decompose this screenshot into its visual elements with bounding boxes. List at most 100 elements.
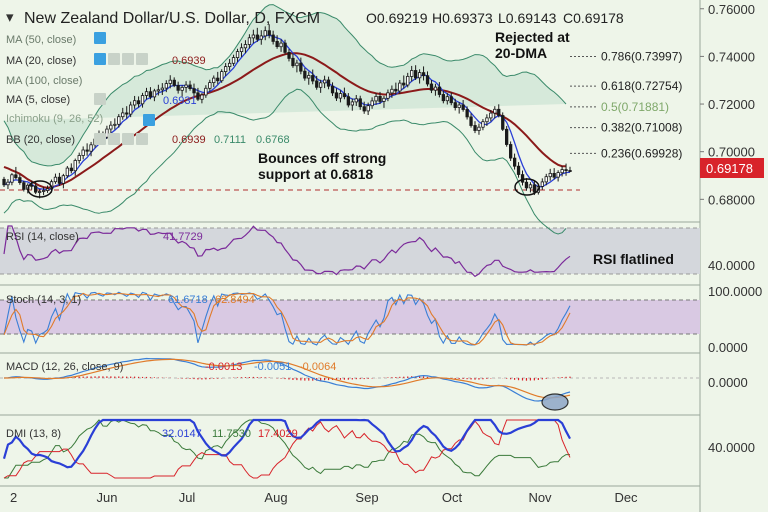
candle-body: [113, 123, 117, 126]
settings-icon[interactable]: [108, 53, 120, 65]
legend-ma5: MA (5, close): [6, 94, 70, 106]
candle-body: [267, 30, 271, 36]
candle-body: [45, 188, 50, 191]
ohlc-close: C0.69178: [563, 10, 624, 26]
candle-body: [14, 174, 18, 179]
candle-body: [255, 34, 260, 40]
price-tick-label: 0.76000: [708, 2, 755, 17]
legend-ma20: MA (20, close): [6, 55, 76, 67]
annotation-rejected: Rejected at 20-DMA: [495, 29, 570, 61]
legend-ma5-value: 0.6931: [163, 95, 197, 107]
subpane-tick-label: 0.0000: [708, 340, 748, 355]
candle-body: [172, 79, 176, 86]
candle-body: [374, 96, 378, 102]
candle-body: [176, 85, 180, 91]
bollinger-fill: [4, 4, 566, 166]
settings-icon[interactable]: [108, 133, 120, 145]
macd-cross-marker: [541, 393, 569, 411]
candle-body: [275, 41, 279, 48]
subpane-tick-label: 100.0000: [708, 284, 762, 299]
candle-body: [156, 89, 161, 92]
candle-body: [77, 155, 81, 161]
candle-body: [69, 167, 73, 172]
candle-body: [322, 79, 327, 84]
collapse-arrow-icon[interactable]: ▾: [6, 9, 14, 26]
current-price-badge: [700, 158, 764, 178]
candle-body: [81, 149, 85, 156]
candle-body: [311, 75, 315, 82]
candle-body: [378, 96, 382, 102]
candle-body: [508, 144, 513, 159]
time-tick-label: Oct: [442, 490, 463, 505]
close-icon[interactable]: [136, 133, 148, 145]
stoch-d-line: [3, 292, 571, 346]
candle-body: [406, 76, 410, 86]
candle-body: [73, 160, 77, 172]
price-axis: 0.76000 0.74000 0.72000 0.70000 0.68000 40.00…: [700, 2, 762, 455]
legend-dmi-pdi: 11.7530: [212, 428, 251, 440]
candle-body: [410, 70, 414, 77]
stoch-band: [0, 300, 700, 334]
candle-body: [231, 57, 236, 64]
candle-body: [121, 112, 125, 118]
eye-icon[interactable]: [94, 93, 106, 105]
candle-body: [473, 125, 477, 131]
candle-body: [105, 128, 109, 138]
candle-body: [540, 181, 544, 187]
bounce-marker-right: [514, 178, 540, 196]
candle-body: [513, 157, 517, 167]
eye-icon[interactable]: [143, 114, 155, 126]
candle-body: [223, 66, 228, 72]
price-tick-label: 0.68000: [708, 192, 755, 207]
candle-body: [544, 176, 548, 183]
candle-body: [38, 191, 42, 193]
macd-line: [3, 357, 571, 402]
annotation-rsi: RSI flatlined: [593, 251, 674, 267]
candle-body: [299, 62, 303, 72]
eye-icon[interactable]: [94, 133, 106, 145]
adx-line: [2, 418, 571, 469]
eye-icon[interactable]: [94, 32, 106, 44]
legend-dmi: DMI (13, 8): [6, 428, 61, 440]
legend-bb: BB (20, close): [6, 134, 75, 146]
candle-body: [53, 176, 58, 183]
candle-body: [413, 70, 418, 79]
candle-body: [148, 91, 153, 98]
candle-body: [204, 87, 208, 96]
time-tick-label: Jul: [179, 490, 196, 505]
candle-body: [366, 105, 370, 112]
current-price-label: 0.69178: [706, 161, 753, 176]
candle-body: [568, 170, 572, 172]
candle-body: [18, 177, 22, 184]
candle-body: [144, 91, 149, 96]
add-icon[interactable]: [122, 133, 134, 145]
candle-body: [295, 62, 299, 67]
legend-ma100: MA (100, close): [6, 75, 82, 87]
candle-body: [30, 184, 34, 187]
candle-body: [465, 109, 469, 118]
candle-body: [354, 98, 358, 103]
candle-body: [140, 95, 145, 105]
candle-body: [216, 77, 220, 82]
legend-stoch-k: 61.6718: [168, 294, 208, 306]
candle-body: [556, 172, 560, 178]
candle-body: [184, 84, 188, 88]
candle-body: [89, 144, 93, 152]
ohlc-open: O0.69219: [366, 10, 428, 26]
fib-level-label: 0.382(0.71008): [601, 121, 682, 135]
add-icon[interactable]: [122, 53, 134, 65]
oscillator-lines: [2, 225, 571, 479]
candle-body: [259, 35, 263, 40]
annotation-bounce: Bounces off strong support at 0.6818: [258, 150, 386, 182]
candle-body: [192, 88, 196, 94]
eye-icon[interactable]: [94, 53, 106, 65]
candle-body: [402, 82, 406, 86]
price-tick-label: 0.74000: [708, 49, 755, 64]
candle-body: [160, 87, 165, 91]
ohlc-high: H0.69373: [432, 10, 493, 26]
close-icon[interactable]: [136, 53, 148, 65]
candle-body: [362, 106, 366, 112]
fib-level-label: 0.786(0.73997): [601, 49, 682, 63]
candle-body: [398, 82, 402, 92]
